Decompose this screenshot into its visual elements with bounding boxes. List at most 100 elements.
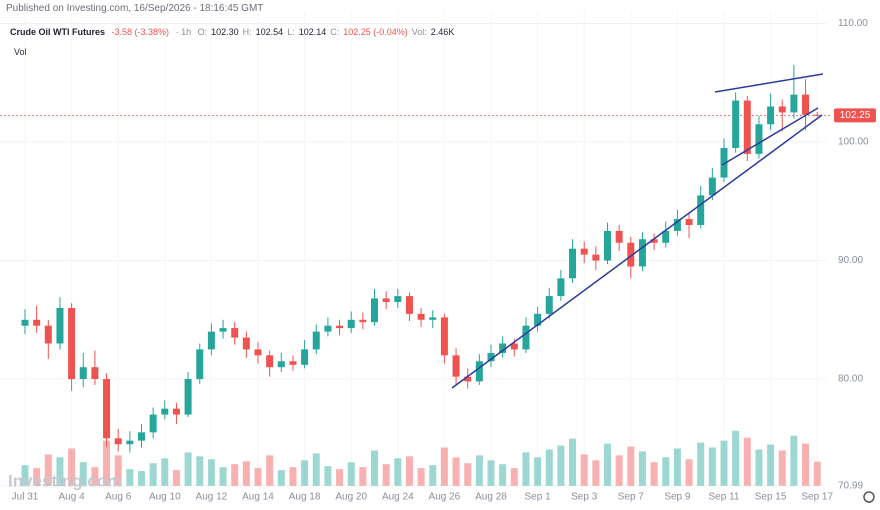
axes: 70.99 80.00 90.00 100.00 110.00 Jul 31 Aug 4 Au…	[0, 11, 876, 503]
volume-bar	[359, 467, 367, 486]
x-tick-label: Sep 9	[664, 492, 691, 503]
y-tick-label: 70.99	[838, 480, 863, 491]
volume-bar	[44, 454, 52, 486]
volume-bar	[697, 442, 705, 486]
volume-bar	[394, 458, 402, 486]
candle-body	[114, 438, 122, 445]
volume-bar	[21, 465, 29, 486]
candle-body	[196, 349, 204, 380]
candle-body	[405, 296, 413, 314]
candle-body	[429, 317, 437, 320]
volume-bar	[417, 468, 425, 486]
volume-bar	[557, 445, 565, 486]
stat-value: 102.54	[255, 27, 284, 37]
candle-body	[732, 100, 740, 148]
candle-body	[487, 352, 495, 362]
volume-bar	[242, 461, 250, 486]
candle-body	[231, 328, 239, 338]
candle-body	[580, 248, 588, 255]
volume-bar	[475, 455, 483, 486]
volume-bar	[161, 458, 169, 486]
candle-body	[685, 219, 693, 225]
volume-bar	[778, 450, 786, 486]
x-tick-label: Sep 17	[801, 492, 833, 503]
candle-body	[254, 349, 262, 356]
volume-bar	[487, 460, 495, 486]
volume-bar	[615, 455, 623, 486]
volume-bar	[499, 464, 507, 486]
volume-bar	[301, 460, 309, 486]
x-tick-label: Aug 24	[382, 492, 414, 503]
candle-body	[44, 325, 52, 344]
stat-key: L:	[287, 27, 295, 37]
volume-bar	[371, 450, 378, 486]
volume-bar	[440, 447, 448, 486]
candle-body	[767, 106, 775, 125]
interval: · 1h	[175, 27, 192, 37]
volume-bar	[138, 471, 145, 486]
volume-bar	[708, 447, 716, 486]
stat-key: Vol:	[411, 27, 427, 37]
candle-body	[324, 325, 332, 332]
volume-bar	[33, 468, 41, 486]
volume-bar	[149, 463, 157, 486]
volume-bar	[312, 453, 320, 486]
candle-body	[219, 328, 227, 332]
last-price-tag	[834, 108, 876, 123]
volume-bar	[172, 470, 180, 486]
volume-bar	[254, 468, 262, 486]
stat-value: 102.25 (-0.04%)	[343, 27, 408, 37]
volume-bar	[114, 455, 122, 486]
legend-header: Crude Oil WTI Futures -3.58 (-3.38%) · 1…	[10, 27, 462, 37]
candle-body	[778, 106, 786, 113]
stat-value: 2.46K	[430, 27, 455, 37]
candle-body	[522, 325, 530, 350]
trendline	[451, 114, 823, 389]
stat-key: O:	[197, 27, 208, 37]
y-tick-label: 100.00	[838, 137, 869, 148]
volume-bar	[510, 468, 518, 486]
volume-bar	[755, 449, 763, 486]
candle-body	[394, 296, 402, 303]
candle-body	[312, 331, 320, 350]
volume-bar	[650, 462, 658, 486]
candle-body	[68, 307, 76, 380]
candle-body	[638, 239, 646, 267]
x-tick-label: Aug 4	[59, 492, 86, 503]
candle-body	[184, 379, 192, 415]
candle-body	[475, 361, 483, 382]
volume-bar	[813, 461, 821, 486]
volume-bar	[802, 443, 810, 486]
candle-body	[662, 230, 670, 243]
volume-bar	[324, 466, 332, 486]
x-tick-label: Jul 31	[12, 492, 39, 503]
volume-bar	[91, 467, 99, 486]
x-tick-label: Aug 26	[429, 492, 461, 503]
volume-bar	[685, 459, 693, 486]
volume-bar	[592, 460, 600, 486]
candle-body	[697, 195, 705, 225]
candle-body	[720, 147, 728, 178]
last-price-label: 102.25	[840, 110, 871, 121]
candle-body	[103, 379, 111, 439]
volume-bar	[231, 464, 239, 486]
candle-body	[464, 376, 472, 382]
x-tick-label: Aug 20	[335, 492, 367, 503]
settings-icon[interactable]	[863, 491, 875, 503]
candle-body	[336, 325, 344, 329]
volume-bar	[196, 456, 204, 486]
volume-bar	[569, 438, 577, 486]
volume-bar	[743, 437, 751, 486]
volume-bar	[68, 448, 76, 486]
plot	[21, 65, 821, 486]
candle-body	[347, 319, 355, 329]
trendline	[721, 107, 819, 166]
volume-bar	[266, 455, 274, 486]
volume-bar	[405, 456, 413, 486]
candle-body	[417, 313, 425, 320]
volume-bar	[790, 435, 798, 486]
candle-body	[161, 408, 169, 415]
volume-bar	[522, 452, 530, 486]
candle-body	[673, 219, 681, 231]
